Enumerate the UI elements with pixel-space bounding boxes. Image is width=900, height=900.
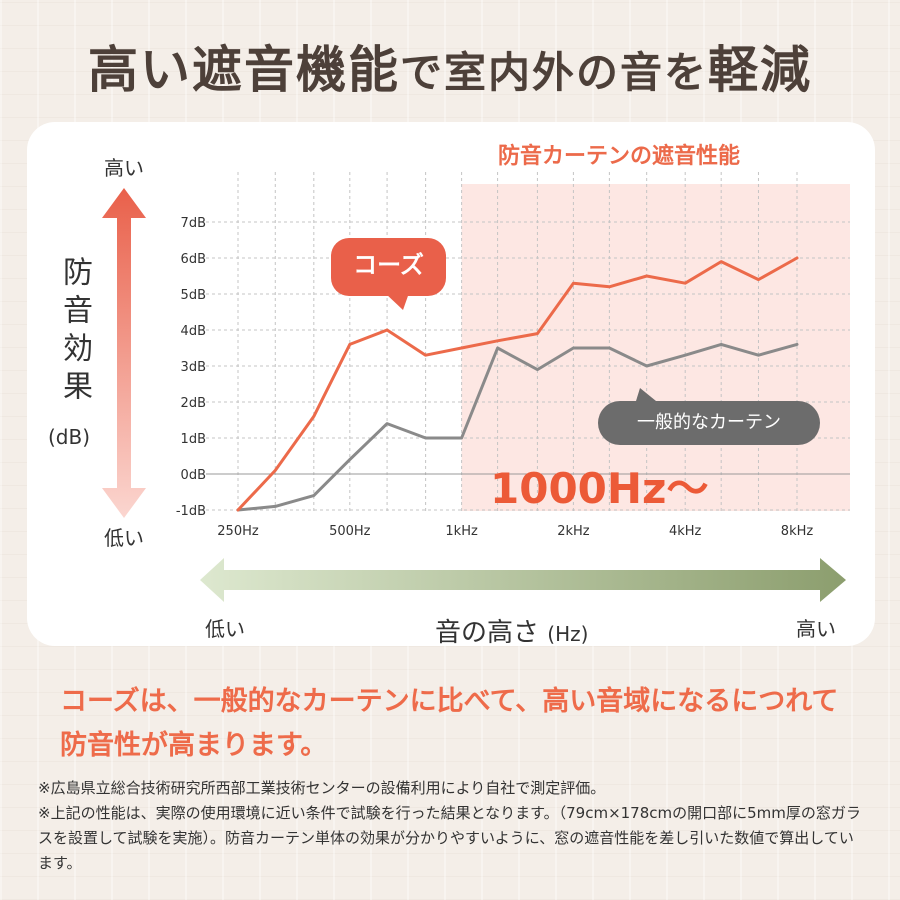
x-low-label: 低い — [205, 617, 245, 641]
frequency-region-label: 1000Hz〜 — [490, 464, 709, 513]
y-tick-label: 4dB — [181, 324, 206, 339]
headline: 高い遮音機能で室内外の音を軽減 — [0, 30, 900, 102]
x-tick-label: 1kHz — [445, 524, 478, 539]
y-axis-arrow — [102, 188, 146, 518]
footnote-2: ※上記の性能は、実際の使用環境に近い条件で試験を行った結果となります。（79cm… — [38, 804, 861, 872]
x-tick-label: 500Hz — [329, 524, 371, 539]
x-axis-arrow — [200, 558, 846, 602]
x-tick-label: 2kHz — [557, 524, 590, 539]
generic-curtain-callout: 一般的なカーテン — [598, 401, 820, 445]
generic-callout-tail — [636, 388, 656, 401]
summary-text: コーズは、一般的なカーテンに比べて、高い音域になるにつれて防音性が高まります。 — [60, 686, 839, 761]
series-line-generic — [236, 342, 799, 512]
y-tick-label: 3dB — [181, 360, 206, 375]
y-axis-unit: (dB) — [48, 425, 91, 449]
headline-part2: で室内外の音を — [399, 48, 708, 97]
headline-part3: 軽減 — [708, 40, 812, 99]
x-tick-label: 4kHz — [669, 524, 702, 539]
x-axis-title-text: 音の高さ — [435, 618, 540, 648]
y-axis-title: 防音効果 — [57, 256, 92, 408]
x-axis-title: 音の高さ (Hz) — [435, 612, 588, 649]
y-tick-label: 7dB — [181, 216, 206, 231]
y-tick-label: 0dB — [181, 468, 206, 483]
x-axis-unit: (Hz) — [547, 622, 589, 646]
x-tick-label: 250Hz — [217, 524, 259, 539]
y-low-label: 低い — [104, 526, 144, 550]
y-tick-label: 1dB — [181, 432, 206, 447]
chart-title: 防音カーテンの遮音性能 — [498, 144, 741, 169]
y-tick-label: 5dB — [181, 288, 206, 303]
koz-callout-tail — [385, 293, 409, 310]
x-tick-label: 8kHz — [781, 524, 814, 539]
y-tick-label: 2dB — [181, 396, 206, 411]
koz-callout: コーズ — [331, 238, 446, 296]
y-tick-label: -1dB — [176, 504, 206, 519]
y-tick-label: 6dB — [181, 252, 206, 267]
series-line-koz — [236, 256, 799, 512]
footnote-1: ※広島県立総合技術研究所西部工業技術センターの設備利用により自社で測定評価。 — [38, 779, 606, 797]
headline-part1: 高い遮音機能 — [87, 40, 400, 99]
x-high-label: 高い — [796, 617, 836, 641]
y-high-label: 高い — [104, 156, 144, 180]
